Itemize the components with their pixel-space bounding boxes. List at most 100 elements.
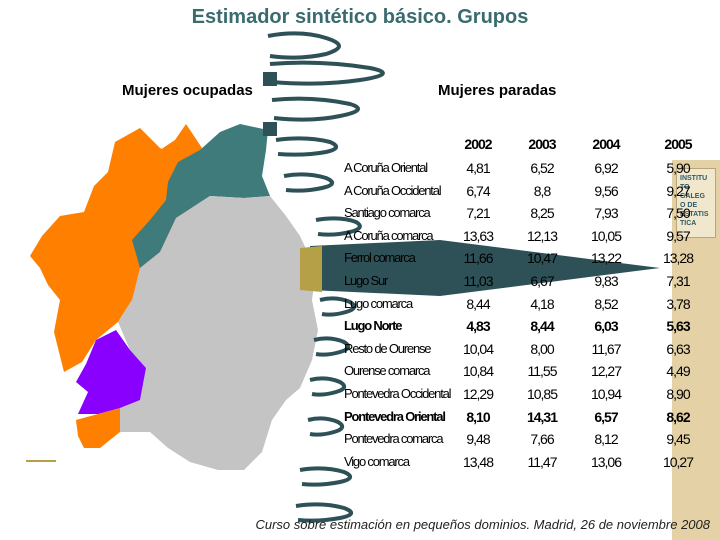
table-cell-value: 8,8 bbox=[533, 182, 551, 199]
table-row: Ferrol comarca 11,66 10,47 13,22 13,28 bbox=[344, 250, 714, 270]
subtitle-employed-women: Mujeres ocupadas bbox=[122, 82, 253, 99]
table-cell-value: 10,05 bbox=[590, 227, 622, 244]
decorative-column bbox=[267, 31, 385, 523]
table-cell-value: 6,74 bbox=[466, 182, 490, 199]
table-cell-value: 5,63 bbox=[666, 318, 690, 335]
region-name: Pontevedra Oriental bbox=[344, 408, 446, 424]
table-cell-value: 6,03 bbox=[594, 318, 618, 335]
map-region-orange-south bbox=[76, 408, 120, 448]
map-region-purple bbox=[76, 330, 146, 414]
year-header: 2004 bbox=[592, 136, 620, 152]
table-cell-value: 4,49 bbox=[666, 363, 690, 380]
table-cell-value: 10,04 bbox=[462, 340, 494, 357]
table-cell-value: 9,57 bbox=[666, 227, 690, 244]
region-name: A Coruña Occidental bbox=[344, 182, 442, 198]
region-name: Lugo Norte bbox=[344, 318, 403, 334]
table-cell-value: 13,28 bbox=[662, 250, 694, 267]
region-name: Pontevedra Occidental bbox=[344, 386, 452, 401]
table-cell-value: 6,92 bbox=[594, 160, 618, 176]
decorative-ribbon-accent bbox=[300, 246, 322, 292]
table-cell-value: 7,66 bbox=[530, 431, 554, 448]
table-row: Pontevedra comarca 9,48 7,66 8,12 9,45 bbox=[344, 431, 714, 451]
table-cell-value: 8,44 bbox=[530, 318, 554, 335]
table-cell-value: 10,84 bbox=[462, 363, 494, 380]
table-cell-value: 14,31 bbox=[526, 408, 558, 425]
table-row: A Coruña Occidental 6,74 8,8 9,56 9,27 bbox=[344, 183, 714, 203]
table-cell-value: 7,21 bbox=[466, 205, 490, 222]
region-name: Lugo comarca bbox=[344, 295, 413, 311]
table-cell-value: 11,67 bbox=[591, 340, 622, 357]
region-name: A Coruña comarca bbox=[344, 227, 434, 243]
table-cell-value: 11,03 bbox=[463, 273, 494, 289]
table-cell-value: 10,47 bbox=[526, 250, 558, 267]
table-cell-value: 9,48 bbox=[466, 431, 490, 448]
table-cell-value: 7,31 bbox=[666, 273, 690, 289]
region-name: Ourense comarca bbox=[344, 363, 431, 379]
table-cell-value: 11,55 bbox=[527, 363, 558, 380]
year-header: 2005 bbox=[664, 136, 692, 152]
logo-text: INSTITUTO GALEGO DE ESTATISTICA bbox=[680, 175, 709, 227]
table-cell-value: 4,83 bbox=[466, 318, 490, 335]
table-cell-value: 6,57 bbox=[594, 408, 618, 425]
region-name: Resto de Ourense bbox=[344, 340, 432, 356]
table-row: Vigo comarca 13,48 11,47 13,06 10,27 bbox=[344, 454, 714, 474]
map-region-orange-west bbox=[30, 128, 198, 372]
table-cell-value: 11,47 bbox=[527, 453, 558, 470]
table-row: Lugo Sur 11,03 6,67 9,83 7,31 bbox=[344, 273, 714, 293]
table-cell-value: 13,48 bbox=[462, 453, 494, 470]
table-row: A Coruña comarca 13,63 12,13 10,05 9,57 bbox=[344, 228, 714, 248]
region-name: Ferrol comarca bbox=[344, 250, 416, 266]
table-cell-value: 12,13 bbox=[526, 227, 558, 244]
table-cell-value: 8,90 bbox=[666, 386, 690, 402]
table-cell-value: 8,44 bbox=[466, 295, 490, 312]
map-region-teal bbox=[132, 124, 270, 268]
table-cell-value: 5,90 bbox=[666, 160, 690, 176]
page-title: Estimador sintético básico. Grupos bbox=[191, 6, 529, 28]
table-row: Santiago comarca 7,21 8,25 7,93 7,50 bbox=[344, 205, 714, 225]
table-row: Resto de Ourense 10,04 8,00 11,67 6,63 bbox=[344, 341, 714, 361]
table-cell-value: 8,00 bbox=[530, 340, 554, 357]
table-cell-value: 6,63 bbox=[666, 340, 690, 357]
table-row: A Coruña Oriental 4,81 6,52 6,92 5,90 bbox=[344, 160, 714, 180]
table-cell-value: 13,22 bbox=[590, 250, 622, 267]
year-header: 2002 bbox=[464, 136, 492, 152]
map-region-gray bbox=[118, 196, 318, 470]
year-header: 2003 bbox=[528, 136, 556, 152]
region-name: Santiago comarca bbox=[344, 205, 431, 221]
table-cell-value: 11,66 bbox=[463, 250, 494, 267]
decorative-ribbon bbox=[310, 240, 660, 296]
footer-text: Curso sobre estimación en pequeños domin… bbox=[255, 517, 710, 532]
table-cell-value: 12,27 bbox=[590, 363, 622, 380]
table-cell-value: 4,81 bbox=[466, 160, 490, 176]
table-cell-value: 4,18 bbox=[530, 295, 554, 312]
table-cell-value: 13,06 bbox=[590, 453, 622, 470]
table-row: Pontevedra Oriental 8,10 14,31 6,57 8,62 bbox=[344, 409, 714, 429]
table-row: Lugo Norte 4,83 8,44 6,03 5,63 bbox=[344, 318, 714, 338]
table-cell-value: 8,62 bbox=[666, 408, 690, 425]
table-cell-value: 7,93 bbox=[594, 205, 618, 222]
table-cell-value: 10,94 bbox=[590, 386, 622, 402]
region-name: Lugo Sur bbox=[344, 273, 388, 288]
table-cell-value: 8,52 bbox=[594, 295, 618, 312]
table-cell-value: 6,67 bbox=[530, 273, 554, 289]
table-cell-value: 8,10 bbox=[466, 408, 490, 425]
region-name: A Coruña Oriental bbox=[344, 160, 428, 175]
table-cell-value: 10,85 bbox=[526, 386, 558, 402]
table-cell-value: 9,56 bbox=[594, 182, 618, 199]
logo-sign bbox=[676, 168, 716, 238]
table-cell-value: 3,78 bbox=[666, 295, 690, 312]
table-cell-value: 8,12 bbox=[594, 431, 618, 448]
region-name: Vigo comarca bbox=[344, 453, 410, 469]
table-cell-value: 7,50 bbox=[666, 205, 690, 222]
table-cell-value: 8,25 bbox=[530, 205, 554, 222]
table-row: Lugo comarca 8,44 4,18 8,52 3,78 bbox=[344, 296, 714, 316]
table-cell-value: 9,83 bbox=[594, 273, 618, 289]
region-name: Pontevedra comarca bbox=[344, 431, 444, 447]
table-row: Ourense comarca 10,84 11,55 12,27 4,49 bbox=[344, 363, 714, 383]
decorative-squares bbox=[263, 72, 454, 272]
table-cell-value: 12,29 bbox=[462, 386, 494, 402]
subtitle-unemployed-women: Mujeres paradas bbox=[438, 82, 557, 99]
table-cell-value: 9,45 bbox=[666, 431, 690, 448]
table-cell-value: 10,27 bbox=[662, 453, 694, 470]
